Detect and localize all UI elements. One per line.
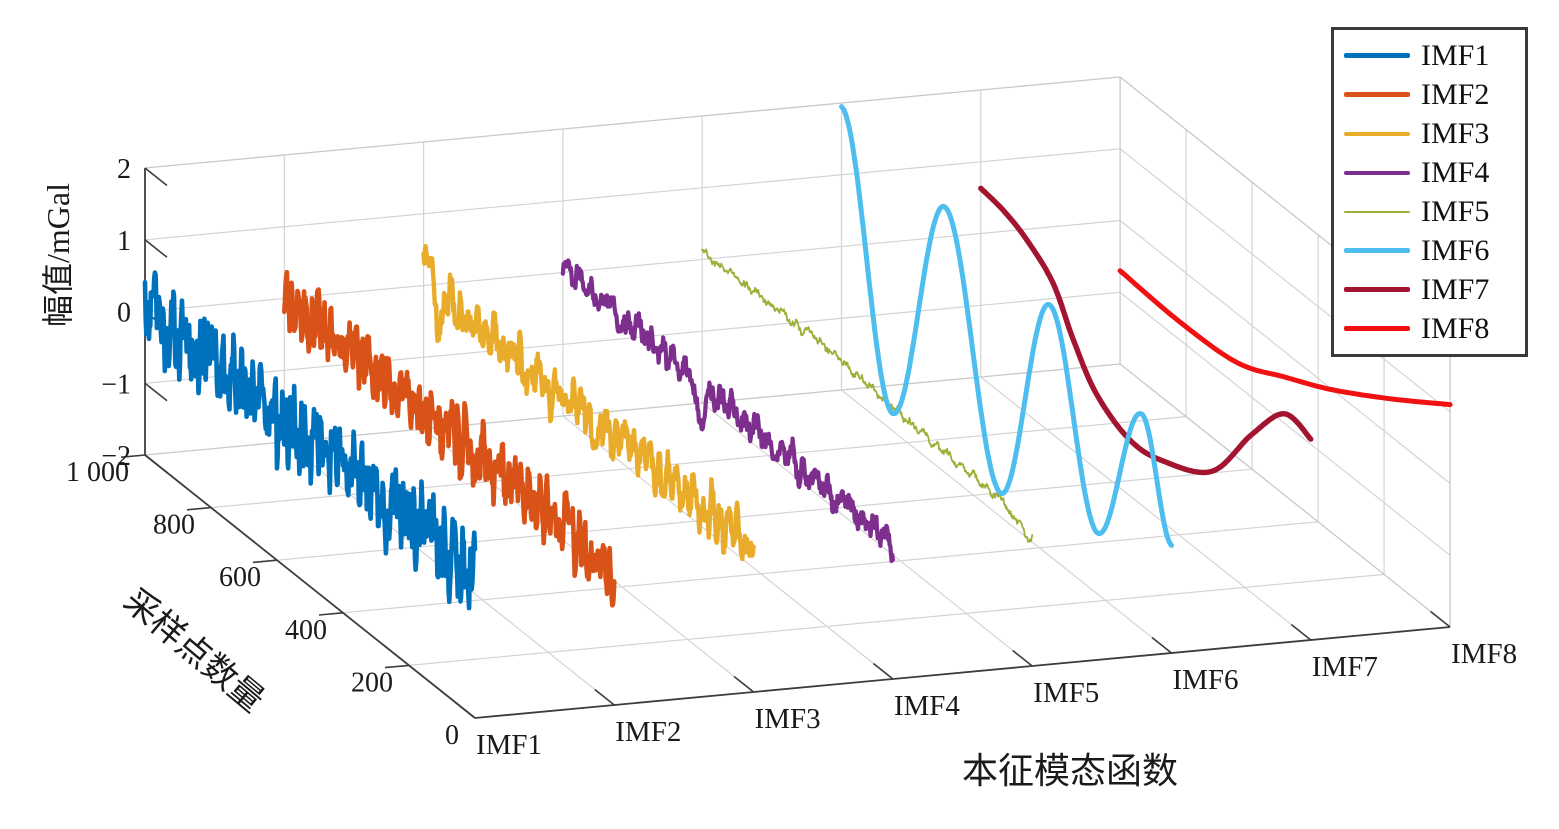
- legend-label: IMF5: [1421, 194, 1490, 228]
- z-tick-label: 2: [117, 154, 131, 185]
- legend-item-IMF5: IMF5: [1334, 192, 1525, 231]
- legend-label: IMF4: [1421, 155, 1490, 189]
- legend-label: IMF1: [1421, 38, 1490, 72]
- legend-line-swatch: [1344, 287, 1410, 292]
- series-IMF1: [142, 270, 478, 611]
- z-tick-label: −2: [101, 441, 131, 472]
- y-tick-label: 200: [351, 667, 393, 698]
- x-tick: [1012, 649, 1033, 667]
- series-IMF5: [701, 248, 1034, 543]
- y-tick: [318, 612, 344, 616]
- edge-back-top: [144, 76, 1121, 169]
- z-axis-title: 幅值/mGal: [40, 183, 76, 327]
- legend-item-IMF6: IMF6: [1334, 231, 1525, 270]
- grid-rightwall-z: [1119, 220, 1451, 484]
- y-tick: [252, 559, 278, 564]
- x-tick-label: IMF2: [615, 716, 681, 748]
- x-axis-line: [474, 626, 1451, 719]
- legend-line-swatch: [1344, 131, 1410, 136]
- grid-floor-x: [701, 402, 1033, 667]
- grid-floor-x: [980, 376, 1312, 641]
- y-tick: [120, 454, 146, 458]
- x-tick-label: IMF1: [476, 729, 542, 761]
- grid-floor-x: [562, 415, 894, 680]
- series-IMF7: [978, 185, 1314, 476]
- series-IMF6: [839, 104, 1174, 548]
- x-tick-label: IMF7: [1312, 651, 1378, 683]
- x-tick-label: IMF5: [1033, 677, 1099, 709]
- grid-rightwall-z: [1119, 148, 1451, 413]
- z-tick-label: 1: [117, 226, 131, 257]
- legend-line-swatch: [1344, 170, 1410, 175]
- x-tick: [1151, 636, 1172, 654]
- legend-label: IMF6: [1421, 233, 1490, 267]
- series: [142, 104, 1453, 611]
- y-axis-line: [144, 454, 476, 719]
- legend-item-IMF8: IMF8: [1334, 309, 1525, 348]
- x-tick: [733, 675, 755, 693]
- legend-line-swatch: [1344, 53, 1410, 58]
- legend-line-swatch: [1344, 248, 1410, 253]
- y-tick-label: 800: [153, 510, 195, 541]
- legend-label: IMF2: [1421, 77, 1490, 111]
- legend-label: IMF7: [1421, 272, 1490, 306]
- legend-line-swatch: [1344, 210, 1410, 213]
- y-tick-label: 400: [285, 615, 327, 646]
- legend-line-swatch: [1344, 326, 1410, 331]
- z-tick-label: 0: [117, 298, 131, 329]
- x-axis-title: 本征模态函数: [961, 751, 1179, 791]
- legend-line-swatch: [1344, 92, 1410, 97]
- legend-item-IMF2: IMF2: [1334, 75, 1525, 114]
- y-tick-label: 1 000: [66, 457, 129, 488]
- legend-label: IMF8: [1421, 311, 1490, 345]
- y-tick-label: 0: [445, 720, 459, 751]
- tick-labels: −2 −1 0 1 2 0 200 400 600 800 1 000 IMF1 IMF2 IMF3 IMF…: [66, 154, 1517, 761]
- series-IMF2: [281, 269, 617, 608]
- legend-item-IMF1: IMF1: [1334, 36, 1525, 75]
- grid-rightwall-z: [1119, 291, 1451, 556]
- edge-floor-right: [1119, 363, 1451, 628]
- grid-backwall-z: [144, 148, 1121, 241]
- x-tick-label: IMF4: [894, 690, 961, 722]
- legend-label: IMF3: [1421, 116, 1490, 150]
- grid-floor-y: [408, 573, 1385, 666]
- grid-floor-y: [342, 521, 1319, 614]
- x-tick-label: IMF6: [1172, 664, 1238, 696]
- x-tick: [1290, 623, 1312, 641]
- z-tick: [144, 239, 168, 258]
- legend-item-IMF4: IMF4: [1334, 153, 1525, 192]
- x-tick: [455, 701, 476, 719]
- series-IMF3: [421, 243, 756, 562]
- legend-item-IMF7: IMF7: [1334, 270, 1525, 309]
- x-tick: [594, 688, 615, 706]
- x-tick: [1430, 610, 1451, 628]
- series-IMF8: [1117, 268, 1453, 408]
- z-tick: [144, 454, 168, 474]
- legend: IMF1 IMF2 IMF3 IMF4 IMF5 IMF6 IMF7 IMF8: [1331, 27, 1528, 357]
- x-tick-label: IMF3: [755, 703, 821, 735]
- y-tick-label: 600: [219, 562, 261, 593]
- y-tick: [186, 506, 212, 511]
- legend-item-IMF3: IMF3: [1334, 114, 1525, 153]
- x-tick-label: IMF8: [1451, 638, 1517, 670]
- series-IMF4: [560, 258, 896, 564]
- grid-floor-x: [841, 389, 1172, 654]
- z-tick: [144, 382, 168, 402]
- y-tick: [384, 664, 410, 669]
- x-tick: [872, 662, 894, 680]
- z-tick-label: −1: [101, 369, 131, 400]
- z-tick: [144, 167, 168, 187]
